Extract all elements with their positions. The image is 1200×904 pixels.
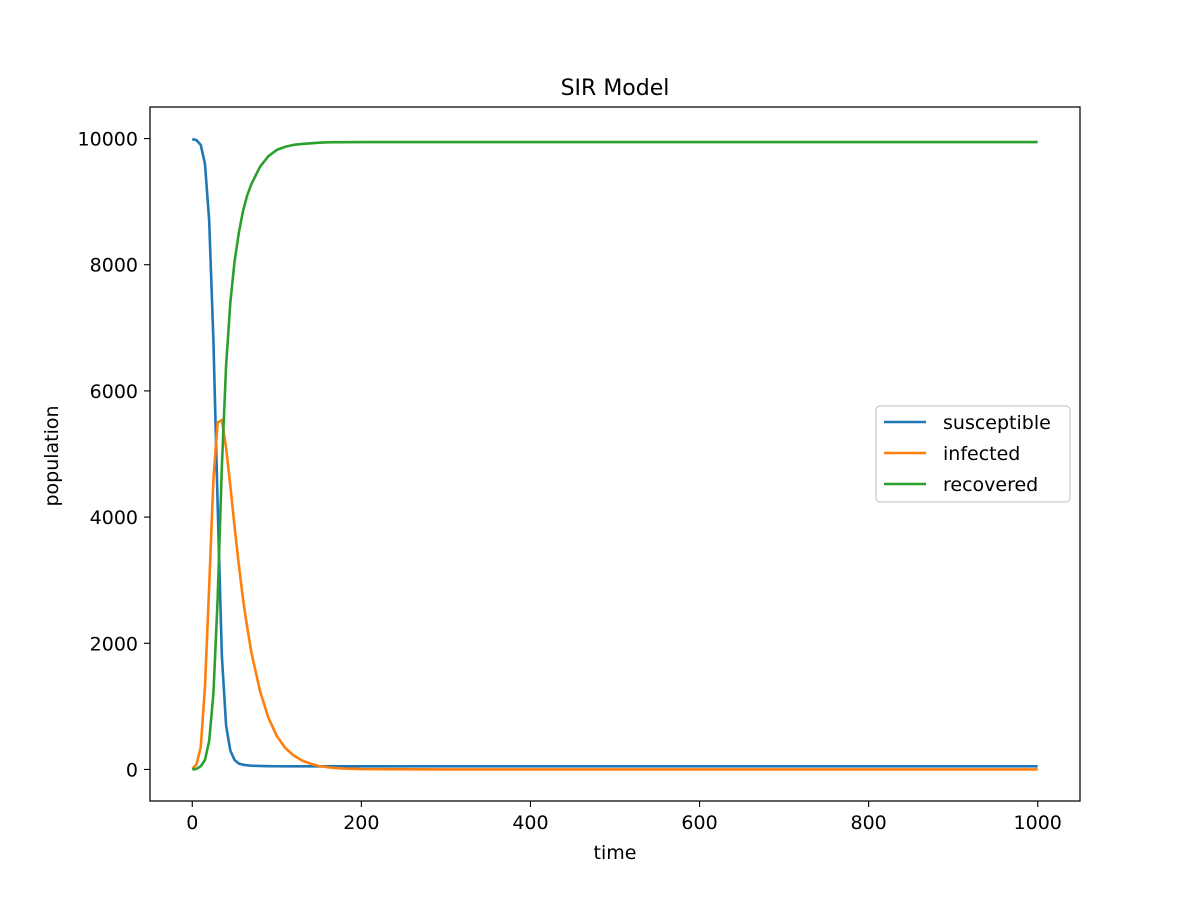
- legend-frame: [875, 405, 1071, 503]
- x-tick-label: 1000: [1014, 812, 1062, 834]
- series-line-infected: [191, 418, 1038, 771]
- legend-label-susceptible: susceptible: [943, 412, 1051, 434]
- y-tick-label: 0: [126, 759, 138, 781]
- legend-entries: susceptible infected recovered: [884, 412, 1051, 496]
- legend: susceptible infected recovered: [875, 405, 1071, 503]
- y-tick-label: 8000: [90, 255, 138, 277]
- legend-label-recovered: recovered: [943, 474, 1038, 496]
- x-tick-label: 800: [851, 812, 887, 834]
- y-axis-ticks: 0 2000 4000 6000 8000 10000: [78, 129, 150, 781]
- x-tick-label: 200: [343, 812, 379, 834]
- y-tick-label: 2000: [90, 633, 138, 655]
- x-tick-label: 400: [512, 812, 548, 834]
- y-tick-label: 4000: [90, 507, 138, 529]
- plot-frame: [149, 106, 1081, 802]
- legend-label-infected: infected: [943, 443, 1020, 465]
- series-line-recovered: [192, 140, 1038, 771]
- chart-title: SIR Model: [561, 76, 670, 101]
- x-axis-ticks: 0 200 400 600 800 1000: [186, 801, 1062, 834]
- plot-lines: [191, 137, 1038, 771]
- y-tick-label: 6000: [90, 381, 138, 403]
- y-axis-label: population: [41, 405, 63, 506]
- y-tick-label: 10000: [78, 129, 138, 151]
- x-axis-label: time: [594, 842, 637, 864]
- x-tick-label: 0: [186, 812, 198, 834]
- x-tick-label: 600: [681, 812, 717, 834]
